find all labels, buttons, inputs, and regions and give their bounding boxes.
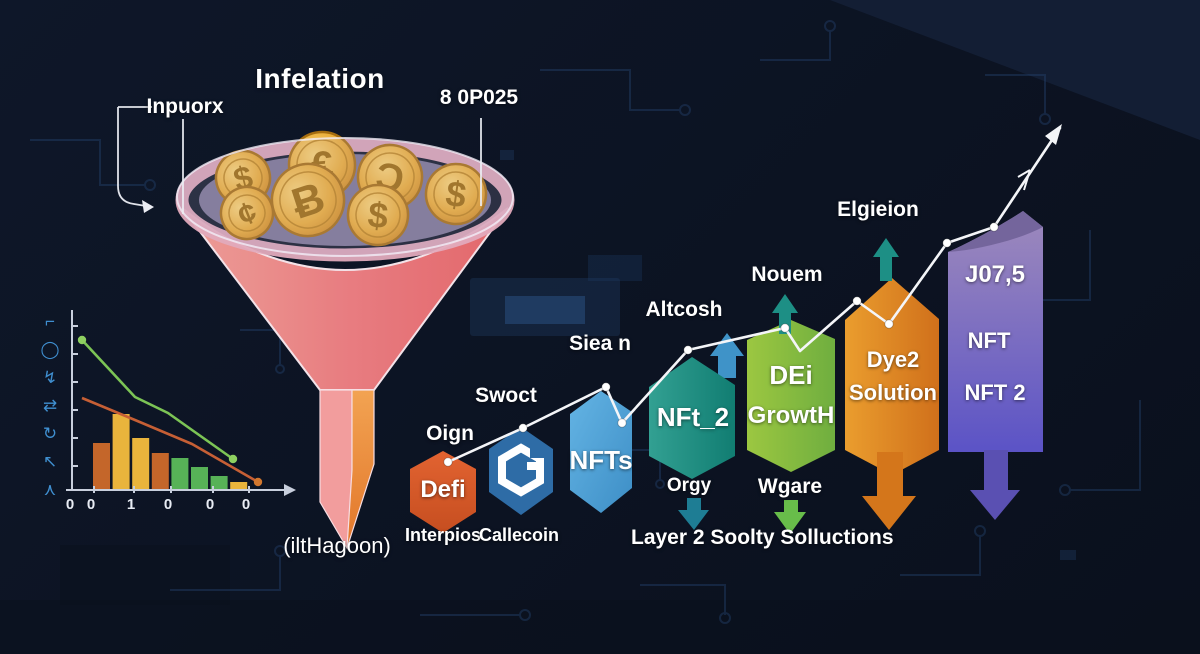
mini-bar (112, 414, 130, 490)
x-tick-label: 1 (126, 496, 136, 513)
tower-label-1: J07,5 (964, 261, 1026, 288)
mini-chart-axes (66, 310, 288, 493)
funnel-spout-fold (346, 389, 375, 549)
stage-shapes (410, 211, 1043, 533)
callout-oign: Oign (426, 422, 474, 445)
down-arrow-purple (970, 450, 1020, 520)
funnel-value-label: 8 0P025 (439, 86, 519, 109)
mini-bar (230, 482, 248, 490)
trend-mid-arrowhead (1017, 169, 1031, 191)
decorative-glyph-icon: ⌐ (45, 312, 55, 331)
tower-label-3: NFT 2 (964, 380, 1026, 405)
decorative-glyph-icon: ◯ (40, 340, 60, 359)
stage-label-dye2: Dye2 (866, 347, 920, 372)
coin: $ (424, 162, 488, 226)
mini-bar (151, 453, 169, 490)
mini-bar (210, 476, 228, 490)
purple-tower-curl (948, 211, 1043, 252)
down-arrow-teal-orgy (678, 498, 709, 530)
orange-trend (81, 396, 259, 484)
callout-altcosh: Altcosh (645, 298, 723, 321)
leader-lines (117, 106, 482, 214)
x-tick-label: 0 (241, 496, 251, 513)
purple-tower (948, 211, 1043, 452)
page-title: Infelation (255, 63, 385, 94)
mini-bar (93, 443, 110, 490)
green-trend-dot (228, 454, 238, 464)
decorative-glyph-icon: ↯ (42, 368, 58, 387)
decorative-glyph-icon: ⇄ (42, 396, 58, 415)
up-arrow-blue (710, 333, 744, 378)
callout-interpios: Interpios (404, 525, 482, 545)
footer-caption: Layer 2 Soolty Solluctions (631, 526, 894, 549)
callout-wgare: Wgare (757, 475, 823, 498)
bracket-arrowhead (142, 200, 154, 213)
callout-nouem: Nouem (751, 263, 823, 286)
growth-hexagon (747, 320, 835, 472)
decorative-glyph-icon: ↖ (42, 452, 58, 471)
coin: $ (346, 183, 410, 247)
nft2-hexagon (649, 357, 735, 479)
trend-line (443, 124, 1062, 467)
x-axis-arrowhead (284, 484, 296, 496)
mini-chart (66, 310, 296, 496)
orange-trend-dot (253, 477, 263, 487)
down-arrow-green-wgare (774, 500, 806, 534)
decorative-glyph-icon: ↻ (42, 424, 58, 443)
stage-label-nfts: NFTs (569, 445, 633, 475)
direction-arrows (678, 238, 1020, 534)
defi-hexagon (410, 451, 476, 533)
solution-hexagon (845, 278, 939, 475)
down-arrow-orange (862, 452, 916, 530)
callout-elgieion: Elgieion (837, 198, 919, 221)
stage-label-dei: DEi (769, 360, 813, 390)
coin: ¢ (219, 185, 275, 241)
x-tick-label: 0 (65, 496, 75, 513)
hex-logo-icon (498, 443, 544, 497)
mini-bar (132, 438, 150, 490)
stage-label-solution: Solution (849, 380, 937, 405)
funnel-illustration: $€Ɔ$¢Ƀ$ (175, 130, 515, 550)
tower-label-2: NFT (967, 328, 1011, 353)
funnel-spout-front (319, 389, 353, 550)
mini-bar (171, 458, 189, 490)
callout-swoct: Swoct (475, 384, 537, 407)
nfts-hexagon (570, 391, 632, 513)
coin-symbol: $ (366, 194, 390, 237)
callout-siean: Siea n (569, 332, 631, 355)
green-trend (81, 339, 234, 461)
mini-bar (191, 467, 208, 490)
x-tick-label: 0 (86, 496, 96, 513)
mini-chart-bars (93, 414, 248, 490)
x-tick-label: 0 (163, 496, 173, 513)
decorative-glyph-icon: ⋏ (43, 480, 57, 499)
funnel-glass-overlay (177, 138, 513, 256)
funnel-input-label: Inpuorx (146, 95, 224, 118)
callout-callecoin: Callecoin (478, 525, 560, 545)
stage-label-growth: GrowtH (747, 402, 835, 429)
callout-orgy: Orgy (666, 475, 712, 496)
stage-label-nft2: NFt_2 (656, 402, 730, 432)
up-arrow-teal-elgieion (873, 238, 899, 281)
x-tick-label: 0 (205, 496, 215, 513)
trend-dots (443, 222, 999, 467)
up-arrow-teal-nouem (772, 294, 798, 334)
trend-arrowhead (1045, 124, 1062, 145)
funnel-caption: (iltHagoon) (283, 533, 391, 558)
mini-chart-lines (77, 335, 263, 487)
funnel-glass-rim (176, 137, 514, 257)
coins-group: $€Ɔ$¢Ƀ$ (214, 130, 488, 247)
coin: Ƀ (270, 162, 346, 238)
stage-label-defi: Defi (420, 476, 466, 503)
green-trend-dot (77, 335, 87, 345)
